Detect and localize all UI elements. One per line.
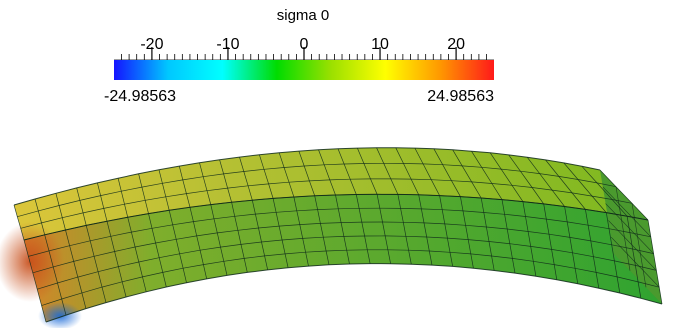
scalar-bar-gradient	[114, 60, 494, 80]
scalar-bar-tick-label: 20	[447, 36, 465, 53]
beam-top-face	[14, 147, 648, 240]
scalar-bar-min-label: -24.98563	[104, 88, 176, 105]
scalar-bar-max-label: 24.98563	[427, 88, 494, 105]
beam-side-face	[24, 194, 662, 322]
stress-coldspot	[38, 302, 82, 328]
scalar-bar-tick-label: -10	[216, 36, 239, 53]
stress-hotspot	[0, 222, 64, 302]
scalar-bar-tick-label: 0	[300, 36, 309, 53]
scalar-bar-title: sigma 0	[277, 7, 330, 24]
scalar-bar-tick-labels: -20 -10 0 10 20	[140, 36, 465, 53]
deformed-beam-mesh[interactable]	[0, 147, 663, 328]
scalar-bar-tick-label: 10	[371, 36, 389, 53]
scalar-bar-tick-label: -20	[140, 36, 163, 53]
scalar-bar: sigma 0 -20 -10 0 10 20 -24.98563 24.98563	[104, 7, 494, 105]
